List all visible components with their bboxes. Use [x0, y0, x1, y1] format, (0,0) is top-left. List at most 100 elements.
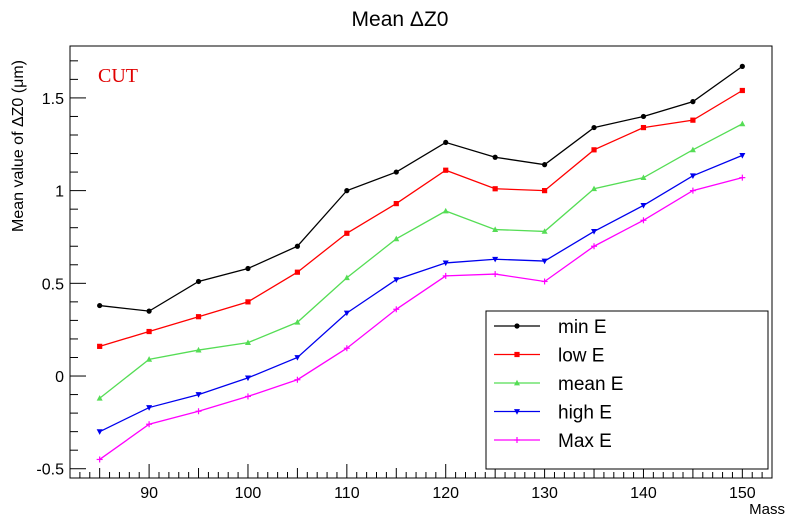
x-tick-label: 140 [630, 485, 657, 502]
data-point-mean-e [492, 226, 499, 232]
data-point-mean-e [393, 235, 400, 242]
data-point-mean-e [343, 274, 350, 281]
data-point-mean-e [689, 146, 696, 153]
legend-label: Max E [558, 431, 612, 452]
data-point-low-e [443, 167, 449, 173]
data-point-max-e [96, 456, 103, 463]
data-point-high-e [393, 277, 400, 283]
series-max-e [96, 174, 746, 463]
y-tick-label: 0.5 [42, 276, 64, 293]
data-point-high-e [343, 310, 350, 317]
cut-annotation: CUT [98, 65, 138, 87]
data-point-mean-e [294, 319, 301, 325]
data-point-high-e [689, 173, 696, 179]
data-point-mean-e [146, 356, 153, 362]
data-point-low-e [640, 124, 647, 131]
x-tick-label: 150 [729, 485, 756, 502]
legend-entry-max-e: Max E [494, 431, 612, 452]
data-point-low-e [492, 186, 498, 192]
data-point-high-e [492, 256, 499, 263]
legend-label: high E [558, 403, 612, 424]
series-line-max-e [99, 177, 743, 460]
data-point-max-e [393, 306, 400, 313]
data-point-min-e [344, 188, 350, 194]
data-point-high-e [96, 429, 103, 435]
data-point-min-e [393, 169, 399, 175]
data-point-max-e [689, 187, 696, 194]
data-point-max-e [739, 174, 746, 181]
data-point-mean-e [541, 228, 548, 234]
legend-label: low E [558, 346, 604, 367]
series-mean-e [96, 120, 746, 401]
data-point-mean-e [442, 207, 449, 214]
data-point-min-e [443, 139, 449, 146]
data-point-low-e [146, 328, 152, 335]
x-axis-label: Mass [749, 501, 785, 518]
data-point-low-e [344, 230, 350, 236]
legend-marker [514, 409, 520, 415]
series-line-low-e [99, 89, 743, 347]
x-tick-label: 130 [531, 485, 558, 502]
data-point-mean-e [195, 346, 202, 353]
x-axis-ticks: 90 100 110 120 130 140 150 [69, 464, 773, 502]
y-axis-label: Mean value of ΔZ0 (μm) [10, 60, 27, 232]
x-tick-label: 90 [140, 485, 158, 502]
series-high-e [96, 152, 746, 435]
data-point-low-e [97, 343, 103, 349]
legend-entry-min-e: min E [494, 317, 607, 338]
legend-entry-high-e: high E [494, 403, 612, 424]
data-point-min-e [146, 308, 152, 314]
y-tick-label: -0.5 [36, 462, 64, 479]
data-point-max-e [591, 243, 598, 250]
y-axis-ticks: -0.5 0 0.5 1 1.5 [36, 60, 86, 479]
data-point-high-e [244, 375, 251, 382]
data-point-min-e [640, 113, 647, 120]
data-point-min-e [294, 243, 301, 249]
data-point-low-e [393, 200, 399, 207]
series-min-e [97, 63, 745, 314]
data-point-max-e [244, 393, 251, 400]
data-point-low-e [294, 269, 301, 275]
legend-marker [514, 351, 520, 358]
data-point-high-e [146, 405, 153, 411]
legend-entry-mean-e: mean E [494, 374, 623, 395]
chart-title: Mean ΔZ0 [352, 8, 449, 31]
data-point-min-e [245, 265, 251, 272]
data-point-low-e [245, 299, 251, 305]
data-point-max-e [294, 376, 301, 383]
legend-box [485, 310, 769, 470]
x-tick-label: 120 [432, 485, 459, 502]
legend-label: min E [558, 317, 607, 338]
data-point-min-e [97, 302, 103, 309]
data-point-max-e [492, 271, 499, 278]
series-line-mean-e [99, 123, 743, 399]
data-point-max-e [541, 278, 548, 285]
series-low-e [97, 87, 745, 349]
data-point-high-e [591, 229, 598, 235]
legend-marker [514, 323, 520, 329]
data-point-low-e [739, 87, 745, 94]
data-point-min-e [591, 124, 597, 131]
data-point-high-e [294, 355, 301, 361]
legend: min E low E mean E high E Max E [485, 310, 769, 470]
y-tick-label: 1.5 [42, 91, 64, 108]
legend-label: mean E [558, 374, 623, 395]
x-tick-label: 100 [235, 485, 262, 502]
data-point-mean-e [244, 339, 251, 346]
y-tick-label: 1 [55, 184, 64, 201]
series-line-min-e [99, 65, 743, 312]
data-point-high-e [640, 203, 647, 209]
data-point-low-e [541, 188, 548, 194]
data-point-min-e [541, 162, 548, 168]
data-point-mean-e [96, 395, 103, 401]
data-point-min-e [739, 63, 745, 69]
data-point-high-e [739, 152, 746, 159]
data-point-high-e [541, 258, 548, 265]
data-point-max-e [640, 217, 647, 224]
series-line-high-e [99, 154, 743, 433]
data-point-min-e [690, 99, 696, 105]
legend-marker [514, 437, 520, 443]
data-point-mean-e [739, 120, 746, 127]
data-point-high-e [195, 392, 202, 398]
